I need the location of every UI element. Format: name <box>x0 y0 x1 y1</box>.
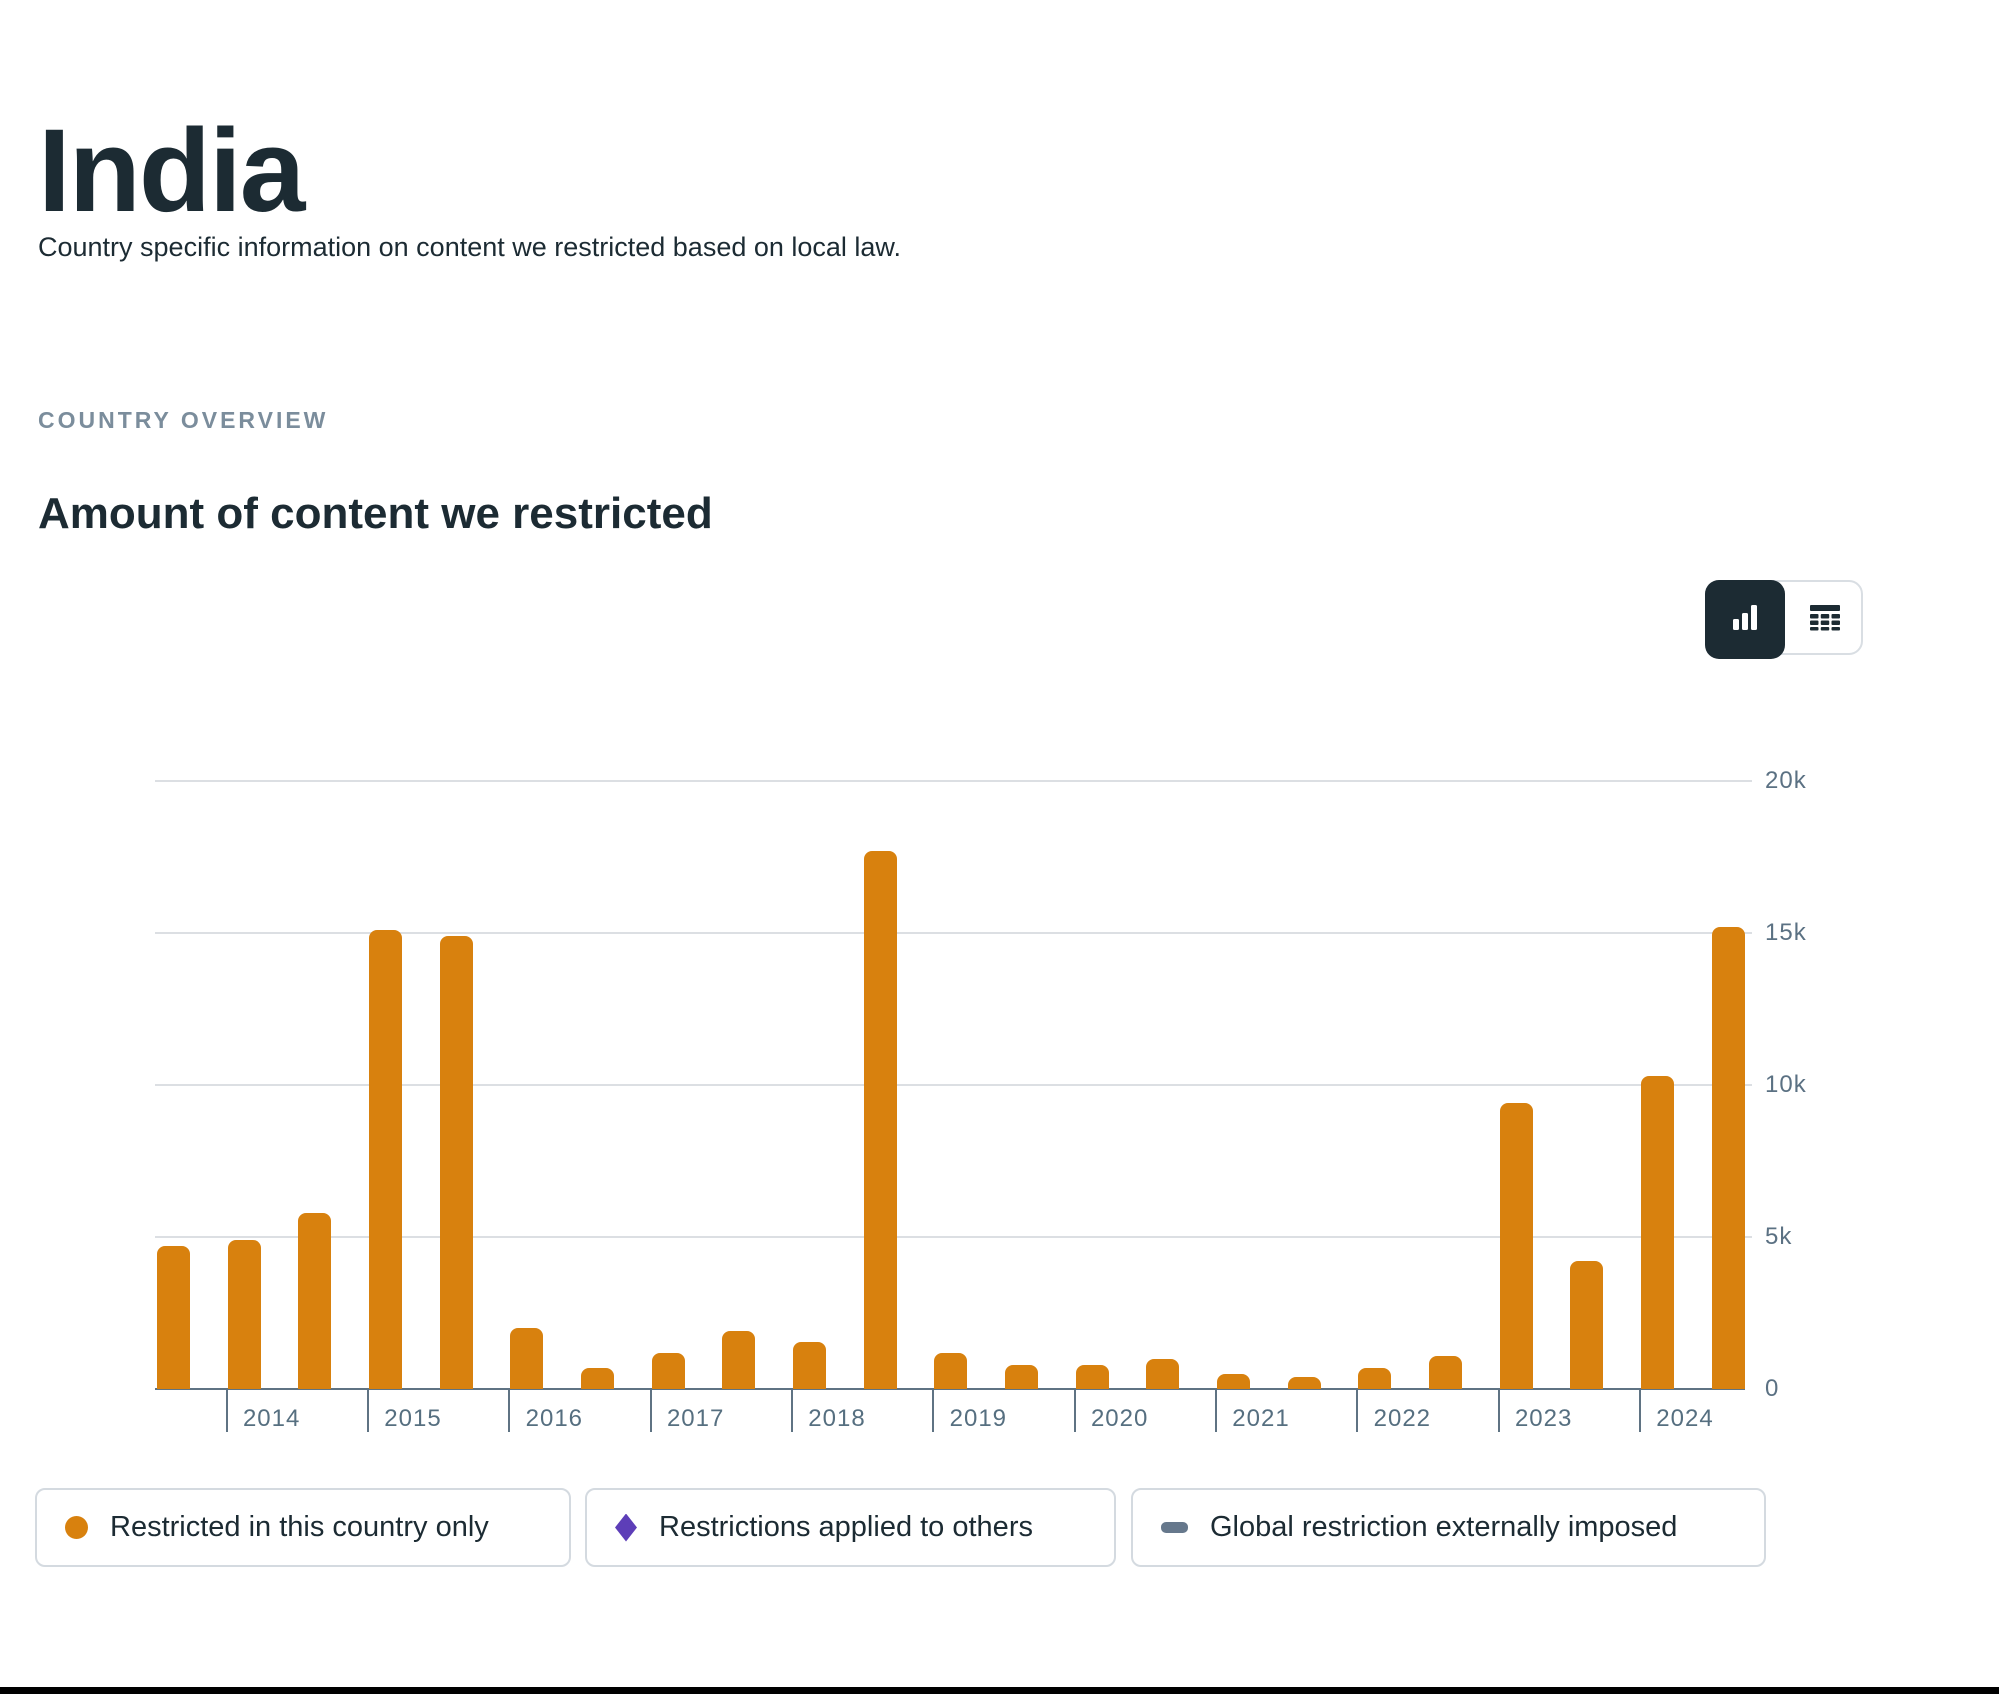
x-axis-tick <box>791 1388 793 1432</box>
legend-label: Restrictions applied to others <box>659 1511 1033 1543</box>
legend-item-restricted-country-only[interactable]: Restricted in this country only <box>35 1488 571 1567</box>
bar-2020-h1[interactable] <box>1075 1364 1109 1389</box>
bar-2024-h2[interactable] <box>1711 926 1745 1389</box>
table-icon <box>1809 604 1841 636</box>
legend-label: Global restriction externally imposed <box>1210 1511 1678 1543</box>
x-axis-tick <box>1073 1388 1076 1432</box>
y-axis-tick-label: 10k <box>1765 1071 1807 1098</box>
bar-2014-h2[interactable] <box>298 1212 332 1389</box>
bar-2018-h1[interactable] <box>793 1341 826 1389</box>
bar-2024-h1[interactable] <box>1641 1075 1674 1389</box>
bar-2014-h1[interactable] <box>227 1240 261 1389</box>
bar-2016-h2[interactable] <box>581 1367 614 1389</box>
bar-2020-h2[interactable] <box>1146 1358 1180 1389</box>
bar-2013-h2[interactable] <box>157 1246 190 1389</box>
legend-item-restrictions-applied-others[interactable]: Restrictions applied to others <box>585 1488 1116 1567</box>
x-axis-tick <box>1497 1388 1500 1432</box>
bar-2019-h1[interactable] <box>934 1352 968 1389</box>
x-axis-tick <box>649 1388 652 1432</box>
bar-2015-h1[interactable] <box>369 929 402 1389</box>
y-axis-tick-label: 15k <box>1765 919 1807 946</box>
chart-view-button[interactable] <box>1705 580 1785 659</box>
y-axis-tick-label: 0 <box>1765 1375 1780 1402</box>
bar-2016-h1[interactable] <box>510 1328 544 1389</box>
bar-2017-h2[interactable] <box>722 1331 756 1389</box>
bar-2018-h2[interactable] <box>863 850 897 1389</box>
chart-table-view-toggle <box>1705 580 1863 659</box>
x-axis-tick <box>932 1388 935 1432</box>
page-subtitle: Country specific information on content … <box>38 232 901 262</box>
bar-2021-h2[interactable] <box>1287 1376 1321 1389</box>
x-axis-year-label: 2018 <box>808 1405 866 1432</box>
x-axis-tick <box>225 1388 228 1432</box>
chart-title: Amount of content we restricted <box>38 488 713 538</box>
x-axis-year-label: 2024 <box>1656 1405 1714 1432</box>
bar-2019-h2[interactable] <box>1005 1364 1038 1389</box>
x-axis-year-label: 2020 <box>1090 1405 1149 1432</box>
bar-2015-h2[interactable] <box>439 936 473 1389</box>
x-axis-year-label: 2015 <box>384 1405 442 1432</box>
x-axis-year-label: 2014 <box>242 1405 301 1432</box>
table-view-button[interactable] <box>1785 580 1865 659</box>
bar-2022-h2[interactable] <box>1429 1355 1462 1389</box>
x-axis-year-label: 2022 <box>1373 1405 1432 1432</box>
x-axis-year-label: 2023 <box>1514 1405 1573 1432</box>
x-axis-year-label: 2017 <box>666 1405 725 1432</box>
y-axis-tick-label: 20k <box>1765 767 1807 794</box>
x-axis-tick <box>1639 1388 1641 1432</box>
legend-item-global-restriction[interactable]: Global restriction externally imposed <box>1131 1488 1766 1567</box>
legend-label: Restricted in this country only <box>110 1511 489 1543</box>
x-axis-year-label: 2021 <box>1232 1405 1290 1432</box>
bar-2023-h1[interactable] <box>1499 1103 1533 1389</box>
x-axis-tick <box>1215 1388 1217 1432</box>
page-title: India <box>38 105 305 238</box>
orange-circle-marker-icon <box>65 1516 88 1539</box>
section-eyebrow: COUNTRY OVERVIEW <box>38 407 329 433</box>
x-axis-year-label: 2019 <box>949 1405 1008 1432</box>
bar-2021-h1[interactable] <box>1217 1373 1250 1389</box>
gray-dash-marker-icon <box>1161 1522 1188 1533</box>
purple-diamond-marker-icon <box>615 1513 637 1542</box>
bar-2023-h2[interactable] <box>1570 1261 1604 1389</box>
x-axis-tick <box>367 1388 369 1432</box>
x-axis-year-label: 2016 <box>525 1405 584 1432</box>
bar-2017-h1[interactable] <box>651 1352 685 1389</box>
bar-2022-h1[interactable] <box>1358 1367 1392 1389</box>
x-axis-tick <box>508 1388 511 1432</box>
x-axis-tick <box>1356 1388 1359 1432</box>
footer-divider-bar <box>0 1687 1999 1694</box>
bar-chart-icon <box>1729 601 1761 638</box>
gridline <box>155 780 1752 782</box>
y-axis-tick-label: 5k <box>1765 1223 1793 1250</box>
